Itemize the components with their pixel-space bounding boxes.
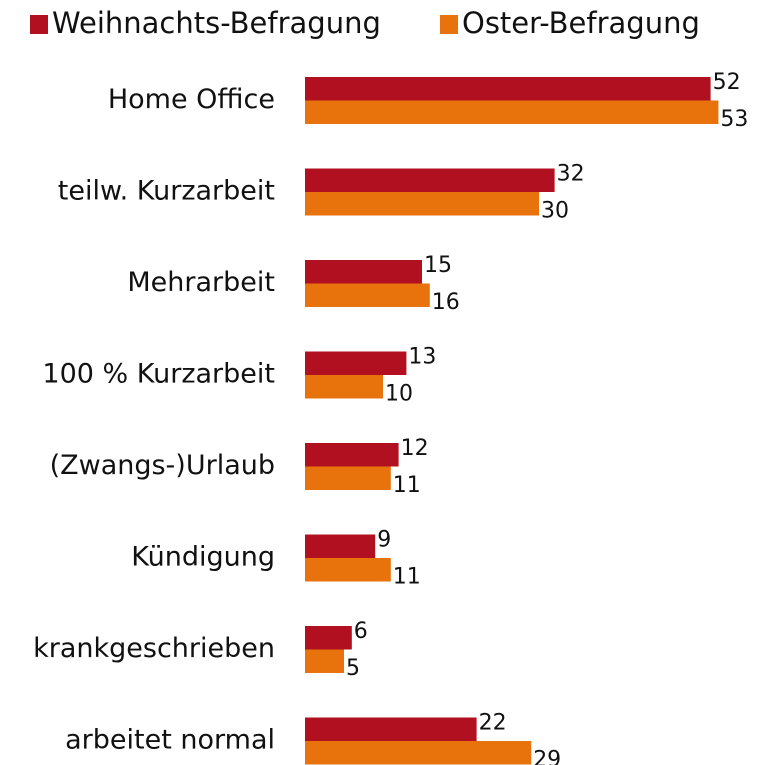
value-label: 30: [541, 199, 569, 224]
category-label: teilw. Kurzarbeit: [58, 176, 275, 207]
value-label: 11: [393, 473, 421, 498]
category-label: krankgeschrieben: [33, 633, 275, 664]
value-label: 11: [393, 565, 421, 590]
bar: [305, 351, 407, 375]
category-label: Kündigung: [131, 542, 275, 573]
value-label: 6: [354, 619, 368, 644]
value-label: 13: [408, 345, 436, 370]
bar: [305, 626, 352, 650]
bar: [305, 717, 477, 741]
value-label: 16: [432, 290, 460, 315]
value-label: 53: [720, 107, 748, 132]
bar: [305, 168, 555, 192]
bar: [305, 466, 391, 490]
bar: [305, 534, 376, 558]
bar: [305, 558, 391, 582]
value-label: 10: [385, 382, 413, 407]
bar: [305, 260, 422, 284]
value-label: 9: [377, 528, 391, 553]
bar: [305, 283, 430, 307]
value-label: 52: [713, 70, 741, 95]
category-label: arbeitet normal: [65, 725, 275, 756]
bar: [305, 100, 719, 124]
category-label: Home Office: [108, 84, 275, 115]
category-label: Mehrarbeit: [127, 267, 275, 298]
bar: [305, 741, 532, 765]
legend-label: Weihnachts-Befragung: [52, 6, 381, 40]
value-label: 32: [557, 162, 585, 187]
value-label: 12: [401, 436, 429, 461]
legend-label: Oster-Befragung: [462, 6, 700, 40]
value-label: 5: [346, 656, 360, 681]
legend-swatch: [30, 15, 48, 34]
bar: [305, 77, 711, 101]
value-label: 29: [533, 748, 561, 765]
bar: [305, 192, 539, 216]
bar: [305, 443, 399, 467]
category-label: (Zwangs-)Urlaub: [50, 450, 275, 481]
value-label: 15: [424, 253, 452, 278]
value-label: 22: [479, 711, 507, 736]
bar: [305, 649, 344, 673]
category-label: 100 % Kurzarbeit: [42, 359, 275, 390]
legend-swatch: [440, 15, 458, 34]
bar: [305, 375, 383, 399]
